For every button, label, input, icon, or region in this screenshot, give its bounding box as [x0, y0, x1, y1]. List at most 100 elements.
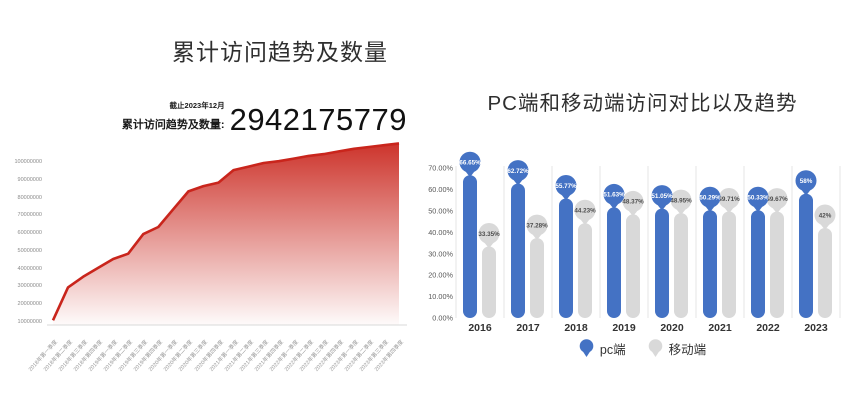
bar — [722, 211, 736, 318]
bar — [530, 238, 544, 318]
value-balloon — [459, 151, 481, 173]
bar-y-tick-label: 30.00% — [428, 249, 453, 258]
value-balloon — [507, 160, 529, 182]
bar — [482, 246, 496, 318]
stat-label: 累计访问趋势及数量: — [121, 119, 225, 131]
value-balloon-tail — [820, 223, 830, 230]
bar — [655, 208, 669, 318]
value-label: 49.71% — [718, 196, 740, 203]
bar-y-tick-label: 60.00% — [428, 185, 453, 194]
value-balloon-tail — [561, 194, 571, 201]
value-label: 55.77% — [555, 183, 577, 190]
value-label: 44.23% — [574, 208, 596, 215]
value-label: 33.35% — [478, 231, 500, 238]
value-balloon — [574, 199, 596, 221]
value-label: 58% — [800, 178, 813, 185]
area-y-axis: 100000000 90000000 80000000 70000000 6000000… — [0, 0, 42, 340]
bar-x-category-label: 2017 — [516, 322, 540, 334]
value-label: 51.05% — [651, 193, 673, 200]
bar — [626, 214, 640, 318]
value-label: 48.37% — [622, 199, 644, 206]
value-balloon-tail — [724, 207, 734, 214]
left-chart-title: 累计访问趋势及数量 — [172, 39, 388, 65]
value-balloon — [699, 186, 721, 208]
value-balloon-tail — [772, 207, 782, 214]
stat-asof-date: 截止2023年12月 — [169, 101, 225, 110]
value-balloon-tail — [513, 179, 523, 186]
area-chart-svg — [47, 142, 407, 326]
bar-x-category-label: 2018 — [564, 322, 588, 334]
value-balloon — [718, 188, 740, 209]
bar-y-tick-label: 0.00% — [432, 314, 453, 323]
bar-chart-svg: 70.00% 60.00% 50.00% 40.00% 30.00% 20.00% 10.0… — [428, 151, 841, 334]
value-balloon — [555, 175, 577, 196]
stat-lines: 截止2023年12月 累计访问趋势及数量: — [122, 100, 225, 135]
value-label: 50.29% — [699, 195, 721, 202]
area-series-line — [51, 142, 400, 321]
bar-x-category-label: 2023 — [804, 322, 828, 334]
value-balloon — [795, 170, 817, 192]
area-y-tick-label: 20000000 — [17, 301, 42, 308]
area-y-tick-label: 90000000 — [17, 176, 42, 183]
value-label: 48.95% — [670, 197, 692, 204]
value-balloon-tail — [609, 203, 619, 210]
area-y-tick-label: 40000000 — [17, 265, 42, 272]
bar — [818, 228, 832, 318]
value-balloon-tail — [628, 210, 638, 217]
area-y-tick-label: 50000000 — [17, 247, 42, 254]
bar — [703, 210, 717, 318]
pc-balloon-icon — [579, 339, 594, 357]
value-balloon-tail — [657, 204, 667, 211]
legend-label-mobile: 移动端 — [668, 343, 707, 357]
value-balloon-tail — [465, 170, 475, 178]
bar — [607, 207, 621, 318]
value-label: 66.65% — [459, 160, 481, 167]
bar-y-tick-label: 40.00% — [428, 228, 453, 237]
bar — [559, 198, 573, 318]
value-balloon — [526, 214, 548, 236]
value-label: 62.72% — [507, 168, 529, 175]
stat-value: 2942175779 — [229, 102, 407, 138]
value-balloon — [622, 190, 644, 212]
chart-legend: pc端 移动端 — [440, 339, 845, 358]
bar — [770, 211, 784, 318]
value-label: 51.63% — [603, 192, 625, 199]
bar-x-category-label: 2020 — [660, 322, 684, 334]
bar-y-tick-label: 20.00% — [428, 271, 453, 280]
bar-x-category-label: 2022 — [756, 322, 780, 334]
area-fill — [53, 143, 399, 325]
value-balloon — [651, 185, 673, 207]
area-x-axis: 2018年第一季度 2018年第二季度 2018年第三季度 2018年第四季度 2019… — [27, 339, 405, 373]
area-y-tick-label: 100000000 — [14, 159, 42, 165]
area-y-tick-label: 10000000 — [17, 319, 42, 325]
area-y-tick-label: 70000000 — [17, 212, 42, 219]
bar — [578, 223, 592, 318]
value-balloon-tail — [801, 189, 811, 196]
bar-y-tick-label: 50.00% — [428, 207, 453, 216]
value-label: 49.67% — [766, 196, 788, 203]
value-balloon — [747, 186, 769, 208]
legend-item-pc: pc端 — [579, 339, 626, 358]
bar-x-category-label: 2021 — [708, 322, 732, 334]
bar — [799, 193, 813, 318]
value-balloon — [603, 183, 625, 205]
value-label: 42% — [819, 212, 832, 219]
area-y-tick-label: 80000000 — [17, 194, 42, 201]
value-balloon — [670, 189, 692, 211]
bar — [511, 183, 525, 318]
value-balloon-tail — [484, 242, 494, 249]
area-y-tick-label: 60000000 — [17, 230, 42, 237]
value-label: 50.33% — [747, 195, 769, 202]
area-y-tick-label: 30000000 — [17, 283, 42, 290]
value-balloon-tail — [532, 233, 542, 241]
value-balloon-tail — [753, 205, 763, 213]
value-balloon — [814, 204, 836, 226]
value-balloon-tail — [676, 208, 686, 216]
mobile-balloon-icon — [648, 339, 662, 357]
value-balloon-tail — [580, 218, 590, 226]
bar — [463, 175, 477, 318]
legend-label-pc: pc端 — [599, 343, 626, 357]
legend-item-mobile: 移动端 — [648, 339, 707, 358]
bar — [674, 213, 688, 318]
